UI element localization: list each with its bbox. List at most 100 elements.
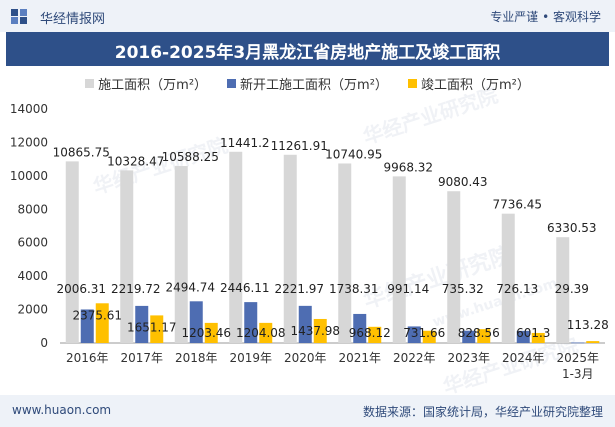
data-label-completed: 828.56 xyxy=(458,326,500,340)
bar-completed xyxy=(531,332,545,343)
bar-new-start xyxy=(407,326,421,343)
bar-new-start xyxy=(135,305,149,343)
bar-construction xyxy=(556,237,570,343)
bar-construction xyxy=(65,161,79,343)
footer-bar: www.huaon.com 数据来源：国家统计局，华经产业研究院整理 xyxy=(0,395,615,427)
y-tick-label: 10000 xyxy=(10,169,48,183)
y-axis: 0 2000 4000 6000 8000 10000 12000 14000 xyxy=(10,102,48,350)
data-label-new-start: 2219.72 xyxy=(111,282,161,296)
bar-completed xyxy=(422,330,436,343)
data-label-completed: 968.12 xyxy=(349,326,391,340)
data-label-construction: 10328.47 xyxy=(107,154,164,168)
data-label-new-start: 2221.97 xyxy=(274,282,324,296)
data-label-construction: 9080.43 xyxy=(438,175,488,189)
data-label-construction: 6330.53 xyxy=(547,221,597,235)
data-label-completed: 1203.46 xyxy=(181,326,231,340)
bar-new-start xyxy=(516,330,530,343)
data-label-construction: 7736.45 xyxy=(492,198,542,212)
data-source: 数据来源：国家统计局，华经产业研究院整理 xyxy=(362,405,603,419)
data-label-new-start: 2006.31 xyxy=(56,282,106,296)
y-tick-label: 2000 xyxy=(17,303,48,317)
y-tick-label: 6000 xyxy=(17,236,48,250)
data-label-completed: 731.66 xyxy=(403,326,445,340)
legend-label-completed: 竣工面积（万m²） xyxy=(420,77,530,93)
chart-legend: 施工面积（万m²） 新开工施工面积（万m²） 竣工面积（万m²） xyxy=(0,72,615,94)
y-tick-label: 12000 xyxy=(10,135,48,149)
bar-completed xyxy=(477,329,491,343)
data-label-completed: 1437.98 xyxy=(290,324,340,338)
bar-new-start xyxy=(462,330,476,343)
bar-construction xyxy=(392,176,406,343)
x-tick-label: 2025年 xyxy=(556,351,599,365)
chart-title: 2016-2025年3月黑龙江省房地产施工及竣工面积 xyxy=(114,43,501,63)
data-label-new-start: 726.13 xyxy=(496,282,538,296)
data-label-completed: 2375.61 xyxy=(72,308,122,322)
y-tick-label: 14000 xyxy=(10,102,48,116)
bar-construction xyxy=(338,163,352,343)
x-tick-label: 2019年 xyxy=(229,351,272,365)
x-axis: 2016年 2017年 2018年 2019年 2020年 2021年 2022年 2023年… xyxy=(66,351,599,381)
bar-construction xyxy=(447,191,461,343)
legend-item-construction: 施工面积（万m²） xyxy=(85,72,207,94)
legend-label-construction: 施工面积（万m²） xyxy=(98,77,208,93)
data-label-new-start: 2494.74 xyxy=(165,280,215,294)
bar-construction xyxy=(501,213,515,343)
bar-construction xyxy=(229,151,243,343)
x-tick-label: 1-3月 xyxy=(562,367,594,381)
y-tick-label: 8000 xyxy=(17,202,48,216)
bar-completed xyxy=(259,322,273,343)
data-label-completed: 1651.17 xyxy=(127,320,177,334)
y-tick-label: 4000 xyxy=(17,269,48,283)
x-tick-label: 2020年 xyxy=(284,351,327,365)
data-label-construction: 10740.95 xyxy=(325,147,382,161)
bar-new-start xyxy=(189,301,203,343)
data-label-new-start: 991.14 xyxy=(387,282,429,296)
bar-completed xyxy=(368,326,382,343)
x-tick-label: 2022年 xyxy=(393,351,436,365)
bar-completed xyxy=(204,322,218,343)
bar-new-start xyxy=(244,302,258,343)
x-tick-label: 2017年 xyxy=(120,351,163,365)
bars-group xyxy=(65,151,600,344)
data-label-construction: 10588.25 xyxy=(162,150,219,164)
x-tick-label: 2018年 xyxy=(175,351,218,365)
brand-name: 华经情报网 xyxy=(40,12,106,27)
y-tick-label: 0 xyxy=(40,336,48,350)
legend-swatch-completed xyxy=(407,78,417,88)
title-bar: 2016-2025年3月黑龙江省房地产施工及竣工面积 xyxy=(6,32,609,66)
bar-completed xyxy=(586,341,600,343)
bar-new-start xyxy=(298,305,312,343)
data-label-completed: 113.28 xyxy=(567,318,609,332)
bar-construction xyxy=(283,154,297,343)
legend-item-new-start: 新开工施工面积（万m²） xyxy=(227,72,388,94)
x-tick-label: 2021年 xyxy=(338,351,381,365)
data-label-completed: 1204.08 xyxy=(236,326,286,340)
bar-new-start xyxy=(571,342,585,344)
legend-swatch-new-start xyxy=(227,78,237,88)
bar-new-start xyxy=(80,309,94,343)
data-label-construction: 9968.32 xyxy=(383,160,433,174)
x-tick-label: 2023年 xyxy=(447,351,490,365)
header-bar: 华经情报网 专业严谨 • 客观科学 xyxy=(0,0,615,32)
data-label-completed: 601.3 xyxy=(516,326,550,340)
data-label-construction: 11261.91 xyxy=(271,139,328,153)
site-url: www.huaon.com xyxy=(12,403,112,417)
legend-label-new-start: 新开工施工面积（万m²） xyxy=(240,77,388,93)
data-label-new-start: 2446.11 xyxy=(220,281,270,295)
huajing-logo-icon xyxy=(11,9,27,24)
data-label-new-start: 735.32 xyxy=(442,282,484,296)
bar-completed xyxy=(95,303,109,343)
legend-item-completed: 竣工面积（万m²） xyxy=(407,72,530,94)
slogan: 专业严谨 • 客观科学 xyxy=(490,10,601,24)
bar-construction xyxy=(120,170,134,343)
bar-completed xyxy=(150,315,164,343)
x-tick-label: 2024年 xyxy=(502,351,545,365)
x-tick-label: 2016年 xyxy=(66,351,109,365)
data-labels-group: 10865.75 2006.31 2375.61 10328.47 2219.72 165… xyxy=(53,136,609,340)
bar-chart: 0 2000 4000 6000 8000 10000 12000 14000 10865.7… xyxy=(10,102,609,381)
bar-completed xyxy=(313,318,327,343)
legend-swatch-construction xyxy=(85,78,95,88)
data-label-construction: 10865.75 xyxy=(53,145,110,159)
bar-new-start xyxy=(353,313,367,343)
data-label-construction: 11441.2 xyxy=(220,136,270,150)
